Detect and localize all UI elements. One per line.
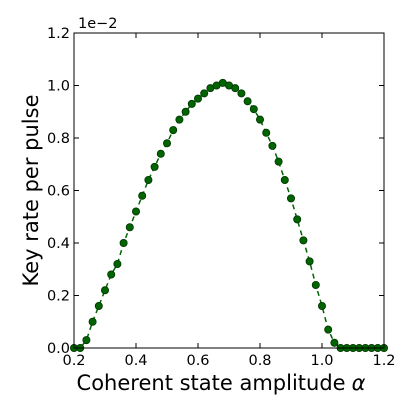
data-point [231,84,240,93]
data-point [311,280,320,289]
data-point [237,89,246,98]
data-point [107,270,116,279]
data-point [274,157,283,166]
data-point [262,128,271,137]
y-tick-label: 0.0 [47,341,70,357]
y-tick-label: 0.4 [47,236,70,252]
x-tick-label: 0.4 [124,353,147,369]
data-point [101,286,110,295]
data-point [317,301,326,310]
x-tick-label: 1.0 [310,353,333,369]
data-point [193,94,202,103]
data-point [268,141,277,150]
y-tick-label: 1.2 [47,26,70,42]
data-point [131,207,140,216]
data-point [144,175,153,184]
data-point [82,336,91,345]
x-axis-label-symbol: α [352,371,366,395]
y-tick-label: 0.2 [47,289,70,305]
data-point [293,215,302,224]
data-point [249,105,258,114]
x-axis-label-text: Coherent state amplitude [77,371,346,395]
x-tick-label: 0.6 [186,353,209,369]
data-point [286,194,295,203]
data-point [150,162,159,171]
data-point [181,107,190,116]
data-point [88,317,97,326]
y-tick-label: 0.6 [47,184,70,200]
data-point [156,149,165,158]
y-tick-label: 0.8 [47,131,70,147]
plot-frame [73,32,385,349]
x-tick-label: 1.2 [372,353,395,369]
data-point [169,126,178,135]
series-layer [70,78,388,352]
data-point [280,175,289,184]
data-point [255,115,264,124]
x-axis-label: Coherent state amplitude α [77,371,366,395]
data-point [175,115,184,124]
data-point [299,236,308,245]
y-offset-label: 1e−2 [78,16,118,32]
y-tick-label: 1.0 [47,79,70,95]
data-point [243,97,252,106]
ticks-layer: 0.2 0.4 0.6 0.8 1.0 1.20.00.20.40.60.81.01.2 [47,26,396,369]
data-point [125,223,134,232]
x-tick-label: 0.8 [248,353,271,369]
data-point [330,338,339,347]
data-point [119,238,128,247]
data-point [113,259,122,268]
series-line [74,82,384,349]
data-point [187,99,196,108]
data-point [162,139,171,148]
data-point [324,325,333,334]
data-point [305,257,314,266]
y-axis-label: Key rate per pulse [19,95,43,287]
data-point [200,89,209,98]
data-point [94,301,103,310]
data-point [138,191,147,200]
x-tick-label: 0.2 [62,353,85,369]
